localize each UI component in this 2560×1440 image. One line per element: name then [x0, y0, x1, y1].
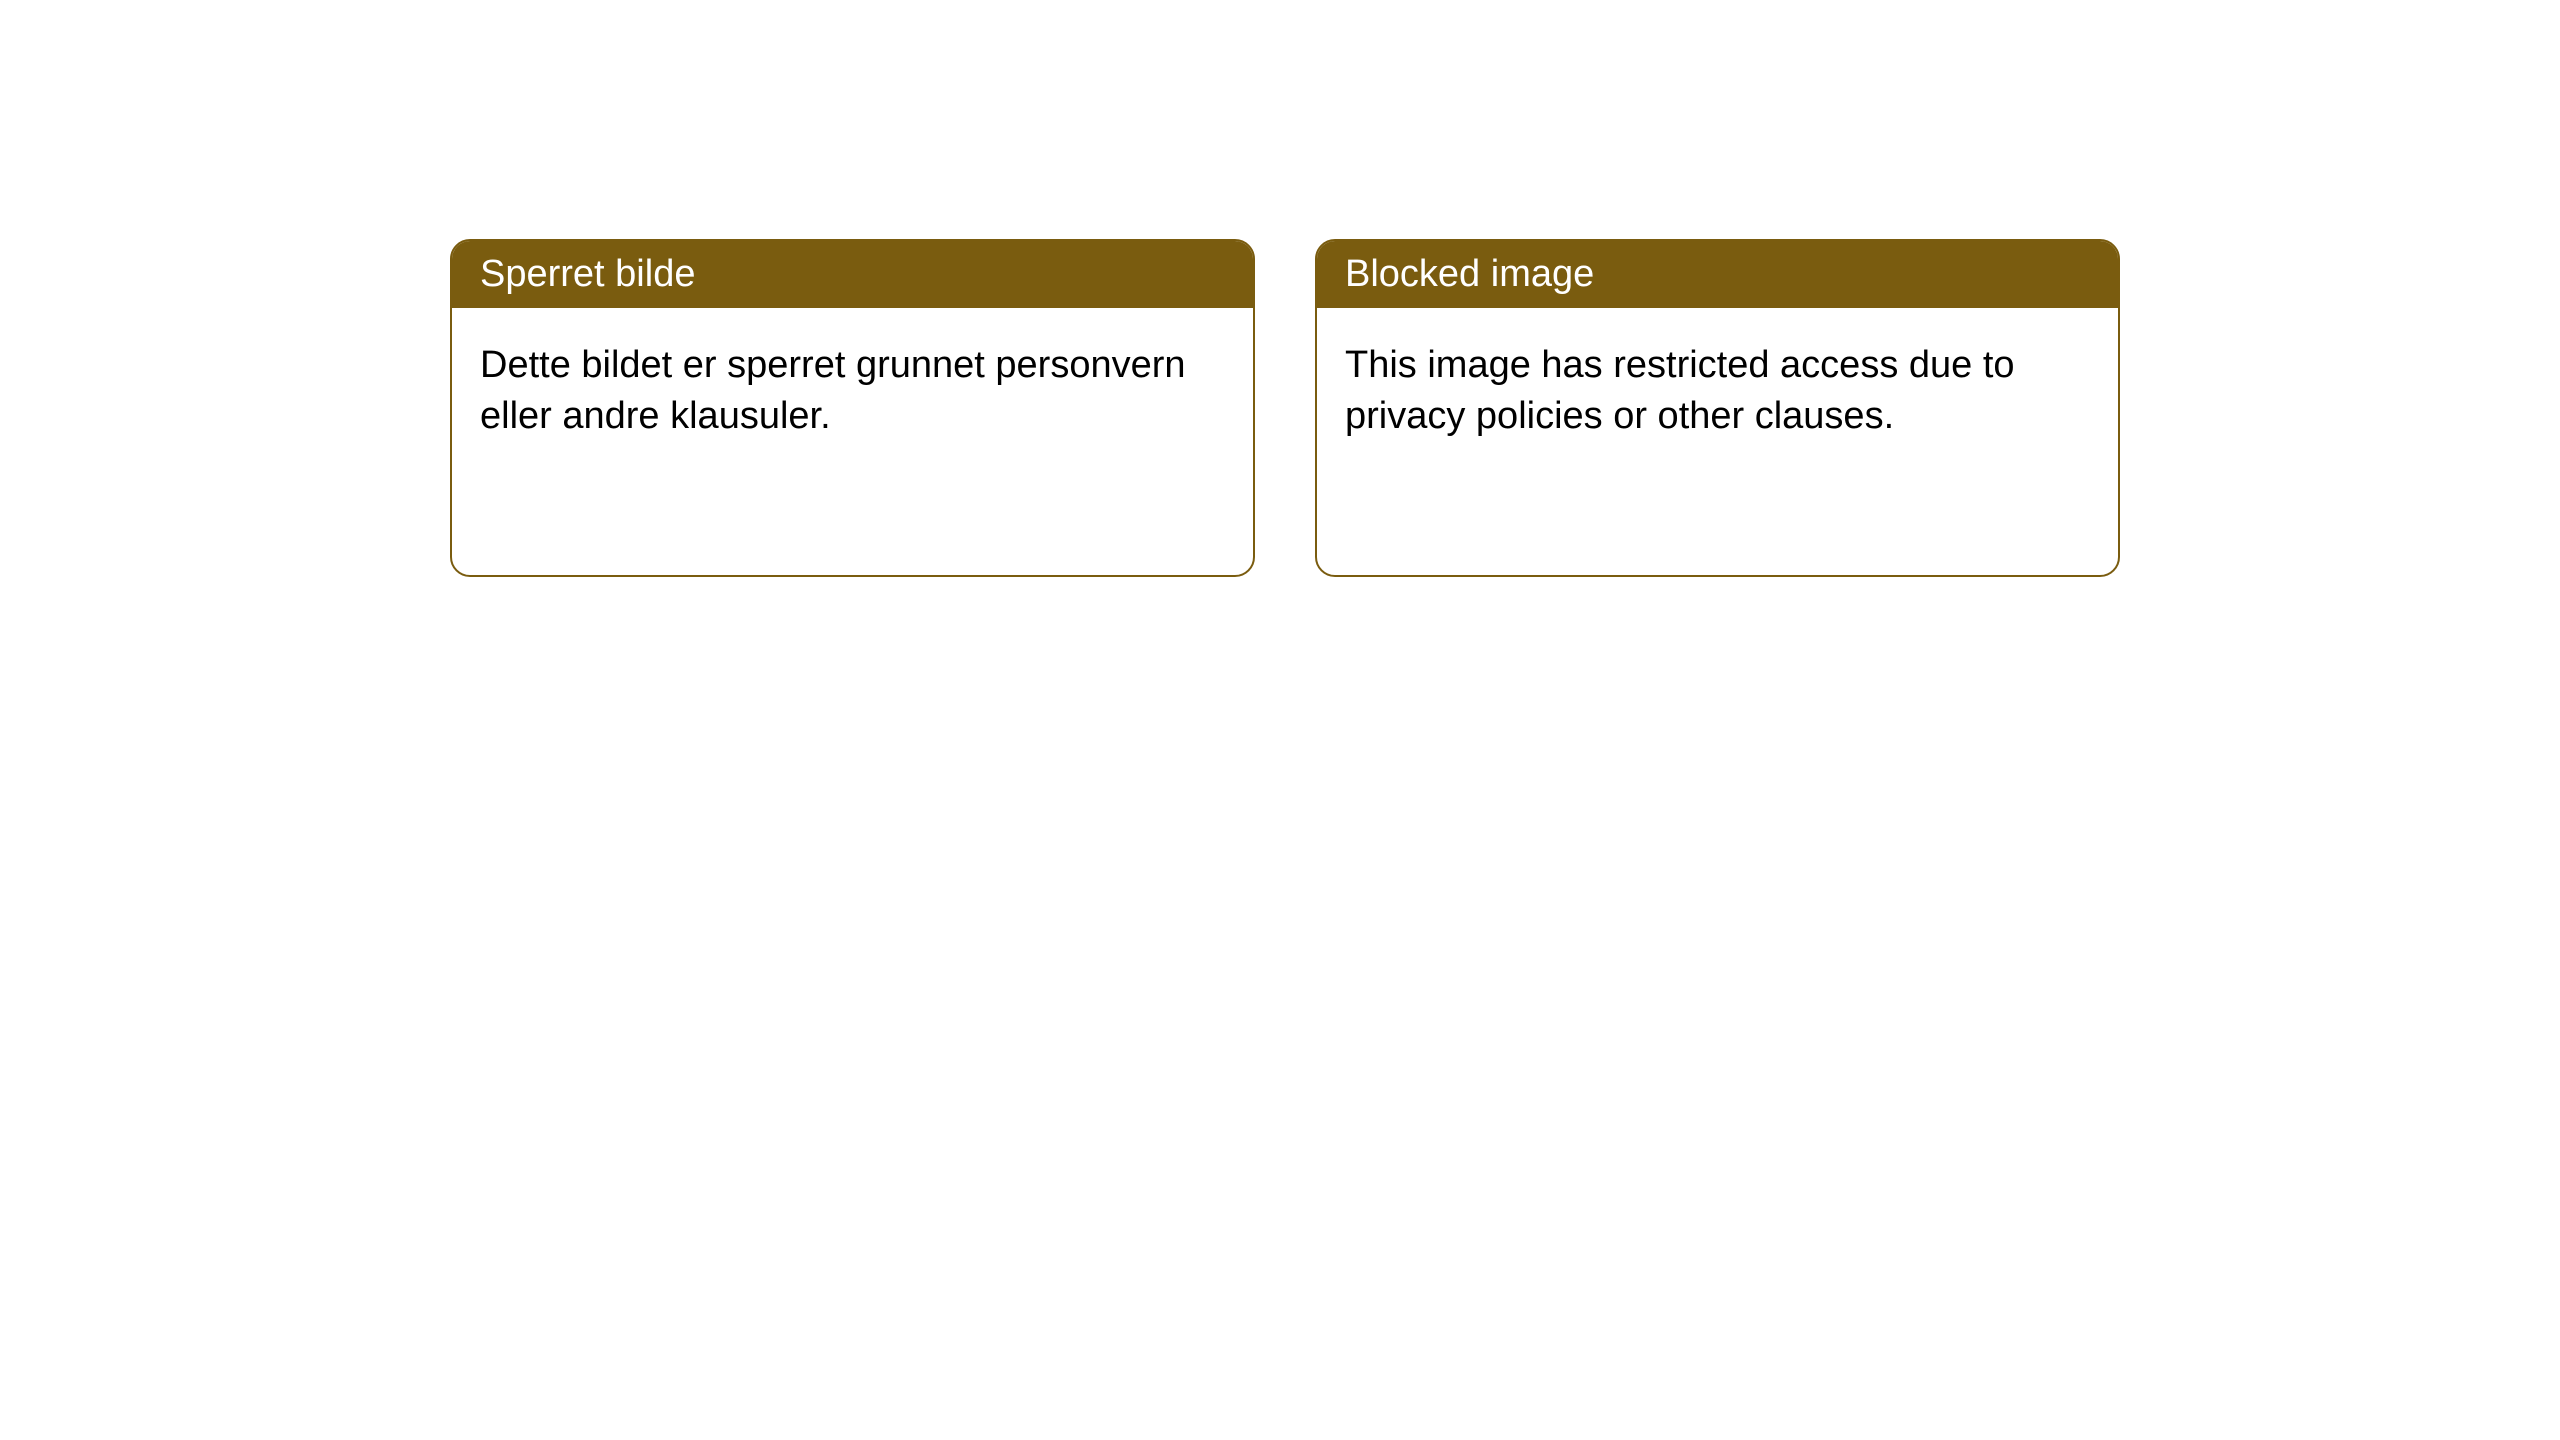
card-title: Blocked image — [1345, 253, 1594, 295]
card-body: This image has restricted access due to … — [1317, 308, 2118, 475]
card-header: Sperret bilde — [452, 241, 1253, 308]
card-header: Blocked image — [1317, 241, 2118, 308]
cards-container: Sperret bilde Dette bildet er sperret gr… — [0, 0, 2560, 577]
blocked-image-card-en: Blocked image This image has restricted … — [1315, 239, 2120, 577]
card-body: Dette bildet er sperret grunnet personve… — [452, 308, 1253, 475]
card-body-text: This image has restricted access due to … — [1345, 344, 2015, 437]
card-body-text: Dette bildet er sperret grunnet personve… — [480, 344, 1186, 437]
card-title: Sperret bilde — [480, 253, 695, 295]
blocked-image-card-no: Sperret bilde Dette bildet er sperret gr… — [450, 239, 1255, 577]
